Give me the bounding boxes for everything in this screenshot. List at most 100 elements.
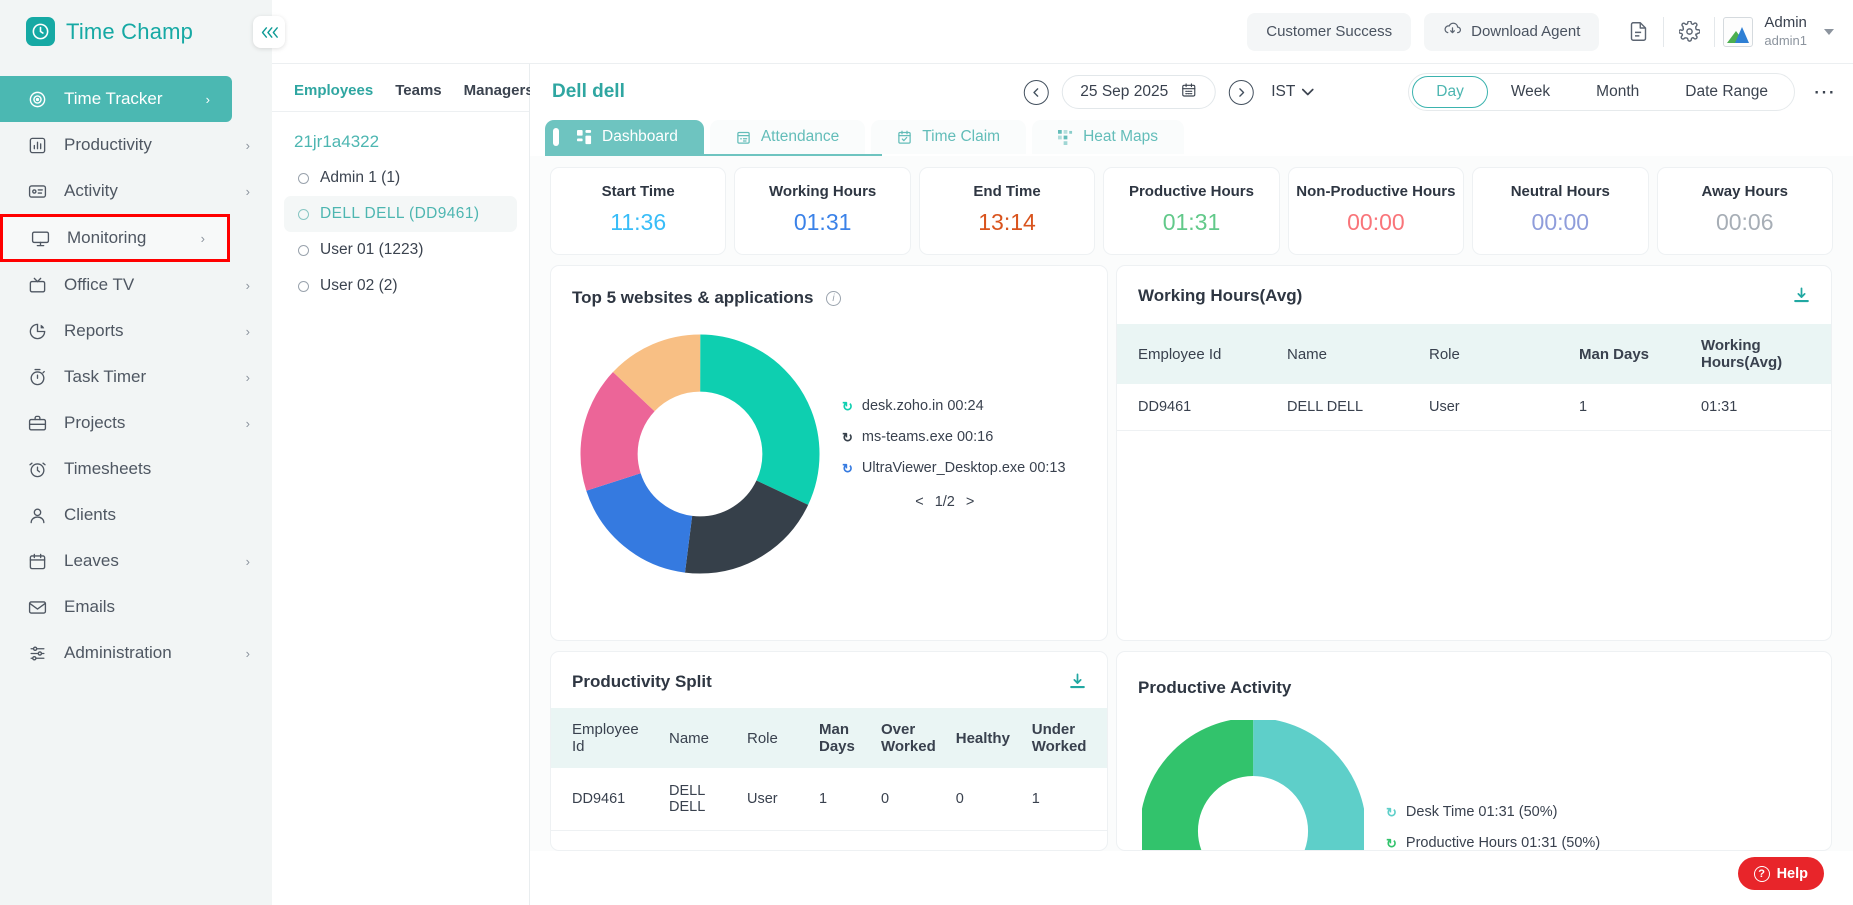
sidebar-item-timesheets[interactable]: Timesheets xyxy=(0,446,272,492)
lower-panels: Productivity Split Employee Id Name Role… xyxy=(530,641,1853,851)
donut-chart-area: ↻ desk.zoho.in 00:24 ↻ ms-teams.exe 00:1… xyxy=(572,334,1107,574)
chevron-right-circle-icon[interactable] xyxy=(1229,79,1255,105)
sidebar-item-activity[interactable]: Activity › xyxy=(0,168,272,214)
radio-icon[interactable] xyxy=(298,172,309,184)
legend-item: ↻ Productive Hours 01:31 (50%) xyxy=(1386,835,1601,851)
stat-card-productive-hours: Productive Hours 01:31 xyxy=(1103,167,1280,255)
cell-healthy: 0 xyxy=(945,768,1022,831)
stat-card-away-hours: Away Hours 00:06 xyxy=(1656,167,1833,255)
range-option-day[interactable]: Day xyxy=(1412,76,1488,108)
activity-card-icon xyxy=(26,182,48,201)
pager-text: 1/2 xyxy=(934,494,955,510)
panel-title: Productive Activity xyxy=(1138,678,1292,697)
brand-name: Time Champ xyxy=(66,18,194,44)
tab-heat-maps[interactable]: Heat Maps xyxy=(1032,120,1185,154)
list-item[interactable]: Admin 1 (1) xyxy=(284,160,517,196)
pager-prev-button[interactable]: < xyxy=(915,494,924,510)
sidebar-item-monitoring[interactable]: Monitoring › xyxy=(0,214,230,262)
sidebar-collapse-button[interactable] xyxy=(253,16,285,48)
range-option-month[interactable]: Month xyxy=(1596,83,1640,100)
sidebar-item-task-timer[interactable]: Task Timer › xyxy=(0,354,272,400)
sidebar-item-productivity[interactable]: Productivity › xyxy=(0,122,272,168)
employee-panel-tabs: Employees Teams Managers xyxy=(272,64,534,112)
download-icon[interactable] xyxy=(1068,672,1087,696)
list-item[interactable]: DELL DELL (DD9461) xyxy=(284,196,517,232)
monitor-icon xyxy=(29,229,51,248)
chevron-right-icon: › xyxy=(245,323,250,339)
radio-icon[interactable] xyxy=(298,244,309,256)
divider xyxy=(1663,16,1665,47)
info-icon[interactable]: i xyxy=(825,291,841,306)
sidebar-item-office-tv[interactable]: Office TV › xyxy=(0,262,272,308)
tab-managers[interactable]: Managers xyxy=(463,82,534,99)
range-option-date-range[interactable]: Date Range xyxy=(1685,83,1768,100)
tab-time-claim[interactable]: Time Claim xyxy=(871,120,1027,154)
sidebar-item-emails[interactable]: Emails xyxy=(0,584,272,630)
date-picker[interactable]: 25 Sep 2025 xyxy=(1061,75,1217,109)
cell-over-worked: 0 xyxy=(871,768,946,831)
stat-card-start-time: Start Time 11:36 xyxy=(550,167,727,255)
pager-next-button[interactable]: > xyxy=(965,494,975,510)
sidebar-item-leaves[interactable]: Leaves › xyxy=(0,538,272,584)
timezone-select[interactable]: IST xyxy=(1271,83,1314,101)
help-button[interactable]: ? Help xyxy=(1737,857,1824,890)
brand-area: Time Champ xyxy=(0,0,272,64)
col-over-worked: Over Worked xyxy=(881,721,936,755)
chevron-down-icon[interactable] xyxy=(1824,28,1834,35)
sidebar-label: Task Timer xyxy=(64,367,147,386)
sidebar-item-clients[interactable]: Clients xyxy=(0,492,272,538)
radio-icon[interactable] xyxy=(298,280,309,292)
stat-label: Non-Productive Hours xyxy=(1296,183,1456,200)
user-meta[interactable]: Admin admin1 xyxy=(1764,14,1807,48)
user-name: Admin xyxy=(1764,14,1807,32)
table-header-row: Employee Id Name Role Man Days Over Work… xyxy=(551,708,1107,768)
sidebar-item-administration[interactable]: Administration › xyxy=(0,630,272,676)
clock-logo-icon xyxy=(26,17,55,46)
sidebar-item-time-tracker[interactable]: Time Tracker › xyxy=(0,76,232,122)
employee-group-label[interactable]: 21jr1a4322 xyxy=(294,132,380,151)
employee-label: DELL DELL (DD9461) xyxy=(320,205,480,222)
legend: ↻ Desk Time 01:31 (50%) ↻ Productive Hou… xyxy=(1386,804,1601,851)
chevron-right-icon: › xyxy=(205,91,210,107)
target-icon xyxy=(26,90,48,109)
legend-label: Productive Hours 01:31 (50%) xyxy=(1405,835,1601,851)
dashboard-tabstrip: Dashboard Attendance Time Claim Heat Map… xyxy=(530,120,1853,154)
radio-icon[interactable] xyxy=(298,208,309,220)
document-icon[interactable] xyxy=(1621,15,1655,49)
calendar-icon xyxy=(26,552,48,571)
download-agent-button[interactable]: Download Agent xyxy=(1424,12,1600,51)
sidebar-label: Projects xyxy=(64,413,126,432)
chevron-right-icon: › xyxy=(245,645,250,661)
tab-label: Heat Maps xyxy=(1083,128,1159,145)
cell-role: User xyxy=(1419,384,1569,431)
list-item[interactable]: User 01 (1223) xyxy=(284,232,517,268)
page-title: Dell dell xyxy=(552,81,625,102)
list-item[interactable]: User 02 (2) xyxy=(284,268,517,304)
calendar-icon xyxy=(1181,82,1197,103)
tab-attendance[interactable]: Attendance xyxy=(709,120,866,154)
legend-label: ms-teams.exe 00:16 xyxy=(861,429,994,445)
sidebar-item-projects[interactable]: Projects › xyxy=(0,400,272,446)
stat-card-neutral-hours: Neutral Hours 00:00 xyxy=(1472,167,1649,255)
tab-label: Dashboard xyxy=(602,128,678,145)
table-row: DD9461 DELL DELL User 1 01:31 xyxy=(1117,384,1831,431)
tab-dashboard[interactable]: Dashboard xyxy=(545,120,704,154)
customer-success-button[interactable]: Customer Success xyxy=(1247,12,1412,51)
more-horizontal-icon[interactable]: ⋯ xyxy=(1813,79,1836,105)
panel-header: Productive Activity xyxy=(1138,678,1831,698)
tab-teams[interactable]: Teams xyxy=(395,82,442,99)
customer-success-label: Customer Success xyxy=(1266,23,1393,40)
download-icon[interactable] xyxy=(1792,286,1811,310)
avatar[interactable] xyxy=(1723,16,1754,47)
gear-icon[interactable] xyxy=(1672,15,1706,49)
tab-employees[interactable]: Employees xyxy=(294,82,374,99)
download-agent-label: Download Agent xyxy=(1471,23,1581,40)
user-subtitle: admin1 xyxy=(1764,32,1807,48)
legend-label: UltraViewer_Desktop.exe 00:13 xyxy=(861,460,1066,476)
range-option-week[interactable]: Week xyxy=(1510,83,1551,100)
sidebar-label: Emails xyxy=(64,597,116,616)
chevron-left-circle-icon[interactable] xyxy=(1023,79,1049,105)
cell-under-worked: 1 xyxy=(1021,768,1107,831)
sidebar-item-reports[interactable]: Reports › xyxy=(0,308,272,354)
chevron-right-icon: › xyxy=(245,369,250,385)
